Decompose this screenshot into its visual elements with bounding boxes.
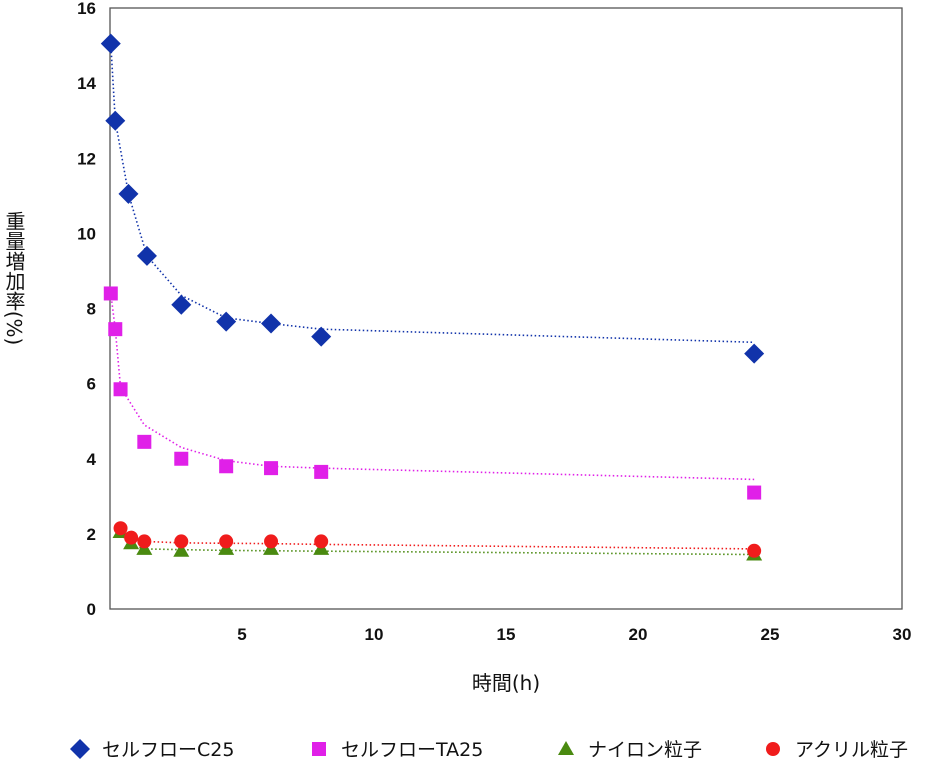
x-tick-label: 25 <box>761 625 780 644</box>
legend-label: セルフローTA25 <box>341 739 483 761</box>
legend-item: アクリル粒子 <box>766 739 908 761</box>
data-point <box>100 33 121 54</box>
plot-area-frame <box>109 7 903 610</box>
data-point-layer <box>100 33 765 561</box>
data-point <box>113 521 128 536</box>
data-point <box>314 464 329 479</box>
data-point <box>744 343 765 364</box>
tick-label-layer: 0 2 4 6 8 10 12 14 16 5 10 15 20 25 30 <box>77 0 911 644</box>
data-point <box>216 311 237 332</box>
data-point <box>173 542 190 557</box>
y-tick-label: 16 <box>77 0 96 18</box>
trendline <box>109 43 755 344</box>
y-tick-label: 8 <box>87 300 96 319</box>
y-tick-label: 6 <box>87 375 96 394</box>
data-point <box>264 461 279 476</box>
data-point <box>311 326 332 347</box>
legend-item: セルフローC25 <box>70 739 234 761</box>
data-point <box>124 530 139 545</box>
y-tick-label: 0 <box>87 600 96 619</box>
legend-label: セルフローC25 <box>102 739 234 761</box>
x-tick-label: 10 <box>365 625 384 644</box>
data-point <box>113 382 128 397</box>
legend-item: セルフローTA25 <box>312 739 483 761</box>
legend-marker <box>312 742 326 756</box>
x-tick-label: 30 <box>893 625 912 644</box>
x-tick-label: 20 <box>629 625 648 644</box>
data-point <box>747 485 762 500</box>
trendline-layer <box>109 43 755 556</box>
data-point <box>174 451 189 466</box>
y-tick-label: 14 <box>77 74 96 93</box>
data-point <box>118 183 139 204</box>
data-point <box>103 286 118 301</box>
data-point <box>264 534 279 549</box>
trendline <box>120 529 755 550</box>
data-point <box>747 543 762 558</box>
y-tick-label: 10 <box>77 224 96 243</box>
legend-label: アクリル粒子 <box>795 739 908 761</box>
x-tick-label: 5 <box>237 625 246 644</box>
trendline <box>109 293 755 481</box>
data-point <box>314 534 329 549</box>
data-point <box>261 313 282 334</box>
legend-marker <box>766 742 780 756</box>
data-point <box>174 534 189 549</box>
data-point <box>137 434 152 449</box>
legend-marker <box>70 739 90 759</box>
y-tick-label: 2 <box>87 525 96 544</box>
data-point <box>136 245 157 266</box>
data-point <box>108 322 123 337</box>
legend: セルフローC25 セルフローTA25 ナイロン粒子 アクリル粒子 <box>70 739 908 761</box>
legend-label: ナイロン粒子 <box>588 739 702 761</box>
data-point <box>219 534 234 549</box>
data-point <box>171 294 192 315</box>
legend-item: ナイロン粒子 <box>558 739 702 761</box>
y-axis-title: 重量増加率(%) <box>2 210 26 345</box>
data-point <box>219 459 234 474</box>
legend-marker <box>558 741 574 755</box>
data-point <box>105 110 126 131</box>
data-point <box>137 534 152 549</box>
trendline <box>119 533 755 556</box>
x-axis-title: 時間(h) <box>472 671 540 695</box>
y-tick-label: 4 <box>87 450 97 469</box>
y-tick-label: 12 <box>77 149 96 168</box>
x-tick-label: 15 <box>497 625 516 644</box>
